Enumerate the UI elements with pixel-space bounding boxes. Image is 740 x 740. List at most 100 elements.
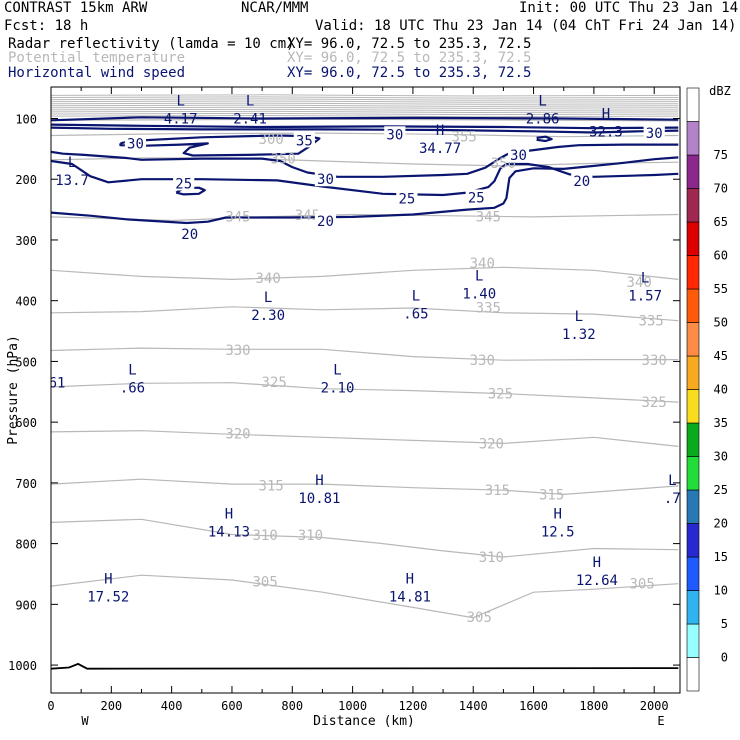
extremum-marker: H	[553, 507, 561, 523]
wind-contour-35	[51, 116, 679, 122]
field-xy-theta: XY= 96.0, 72.5 to 235.3, 72.5	[287, 50, 532, 66]
colorbar-level-label: 55	[714, 282, 728, 296]
wind-contour-30	[119, 134, 321, 157]
colorbar-swatch	[686, 221, 700, 256]
extremum-value: 12.5	[541, 525, 575, 541]
colorbar-swatch	[686, 623, 700, 658]
colorbar-level-label: 75	[714, 148, 728, 162]
extremum-value: .66	[120, 381, 145, 397]
colorbar-level-label: 20	[714, 517, 728, 531]
extremum-marker: H	[225, 507, 233, 523]
field-label-reflectivity: Radar reflectivity (lamda = 10 cm)	[8, 36, 295, 52]
extremum-marker: L	[475, 269, 483, 285]
wind-label: 30	[646, 126, 663, 142]
extremum-value: 10.81	[298, 491, 340, 507]
colorbar-swatch	[686, 87, 700, 122]
wind-label-bg	[314, 213, 337, 229]
wind-label: 30	[386, 127, 403, 143]
theta-label: 310	[252, 528, 277, 544]
extremum-marker: L	[333, 363, 341, 379]
extremum-value: 1.57	[628, 288, 662, 304]
extremum-marker: L	[668, 473, 676, 489]
extremum-value: 32.3	[589, 124, 623, 140]
valid-time: Valid: 18 UTC Thu 23 Jan 14 (04 ChT Fri …	[315, 18, 737, 34]
colorbar-swatch	[686, 255, 700, 290]
field-label-theta: Potential temperature	[8, 50, 186, 66]
theta-contour-315	[51, 478, 679, 496]
colorbar-swatch	[686, 288, 700, 323]
colorbar-level-label: 65	[714, 215, 728, 229]
colorbar-level-label: 50	[714, 316, 728, 330]
endpoint-east-label: E	[657, 714, 664, 728]
theta-contour-305	[51, 574, 679, 619]
center-name: NCAR/MMM	[241, 0, 309, 16]
x-tick-label: 0	[47, 699, 54, 713]
colorbar-level-label: 0	[721, 651, 728, 665]
wind-label: 25	[398, 192, 415, 208]
theta-label: 355	[452, 130, 477, 146]
extremum-marker: H	[436, 123, 444, 139]
colorbar-swatch	[686, 590, 700, 625]
extremum-value: 14.81	[389, 590, 431, 606]
wind-label: 35	[296, 133, 313, 149]
theta-label: 335	[476, 300, 501, 316]
colorbar-level-label: 25	[714, 483, 728, 497]
wind-label: 20	[573, 174, 590, 190]
colorbar-swatch	[686, 322, 700, 357]
extremum-value: 12.64	[576, 573, 618, 589]
surface-line	[51, 662, 679, 670]
extremum-marker: L	[641, 270, 649, 286]
theta-label: 325	[488, 387, 513, 403]
wind-label: 30	[317, 172, 334, 188]
extremum-marker: L	[575, 309, 583, 325]
colorbar-level-label: 40	[714, 383, 728, 397]
theta-label: 345	[225, 209, 250, 225]
theta-label: 315	[539, 487, 564, 503]
extremum-value: 1.40	[462, 287, 496, 303]
y-tick-label: 200	[15, 173, 37, 187]
y-tick-label: 400	[15, 295, 37, 309]
theta-surface-label: 300.8	[217, 724, 259, 740]
wind-contour-20	[51, 156, 679, 225]
extremum-value: 13.7	[55, 173, 89, 189]
extremum-value: 2.41	[233, 112, 267, 128]
theta-surface-label: 300.4	[151, 724, 193, 740]
theta-contour-355	[51, 132, 679, 138]
wind-contour-30	[51, 143, 679, 178]
extremum-value: 14.13	[208, 525, 250, 541]
extremum-marker: H	[315, 473, 323, 489]
extremum-value: 34.77	[419, 141, 461, 157]
theta-contour-upper	[51, 110, 679, 114]
y-tick-label: 300	[15, 234, 37, 248]
colorbar-swatch	[686, 523, 700, 558]
extremum-value: 1.32	[562, 327, 596, 343]
extremum-marker: H	[104, 572, 112, 588]
x-tick-label: 1400	[459, 699, 488, 713]
theta-label: 305	[467, 610, 492, 626]
theta-contour-upper	[51, 102, 679, 105]
theta-label: 345	[476, 209, 501, 225]
y-axis-title: Pressure (hPa)	[6, 335, 21, 445]
x-tick-label: 1600	[519, 699, 548, 713]
theta-label: 310	[479, 550, 504, 566]
field-label-wind: Horizontal wind speed	[8, 65, 186, 81]
wind-label-bg	[507, 146, 530, 162]
extremum-marker: L	[176, 94, 184, 110]
theta-label: 300	[259, 132, 284, 148]
wind-label-bg	[384, 126, 406, 142]
theta-label: 315	[259, 478, 284, 494]
field-xy-reflectivity: XY= 96.0, 72.5 to 235.3, 72.5	[287, 36, 532, 52]
x-tick-label: 2000	[640, 699, 669, 713]
colorbar-level-label: 60	[714, 249, 728, 263]
wind-label: 30	[510, 148, 527, 164]
y-tick-label: 600	[15, 416, 37, 430]
theta-surface-label: L	[617, 705, 625, 721]
x-tick-label: 200	[100, 699, 122, 713]
theta-label: 335	[639, 314, 664, 330]
wind-contour-35	[51, 123, 679, 130]
extremum-marker: H	[593, 555, 601, 571]
colorbar-swatch	[686, 657, 700, 692]
extremum-marker: H	[406, 572, 414, 588]
wind-label: 20	[181, 227, 198, 243]
theta-contour-320	[51, 430, 679, 447]
